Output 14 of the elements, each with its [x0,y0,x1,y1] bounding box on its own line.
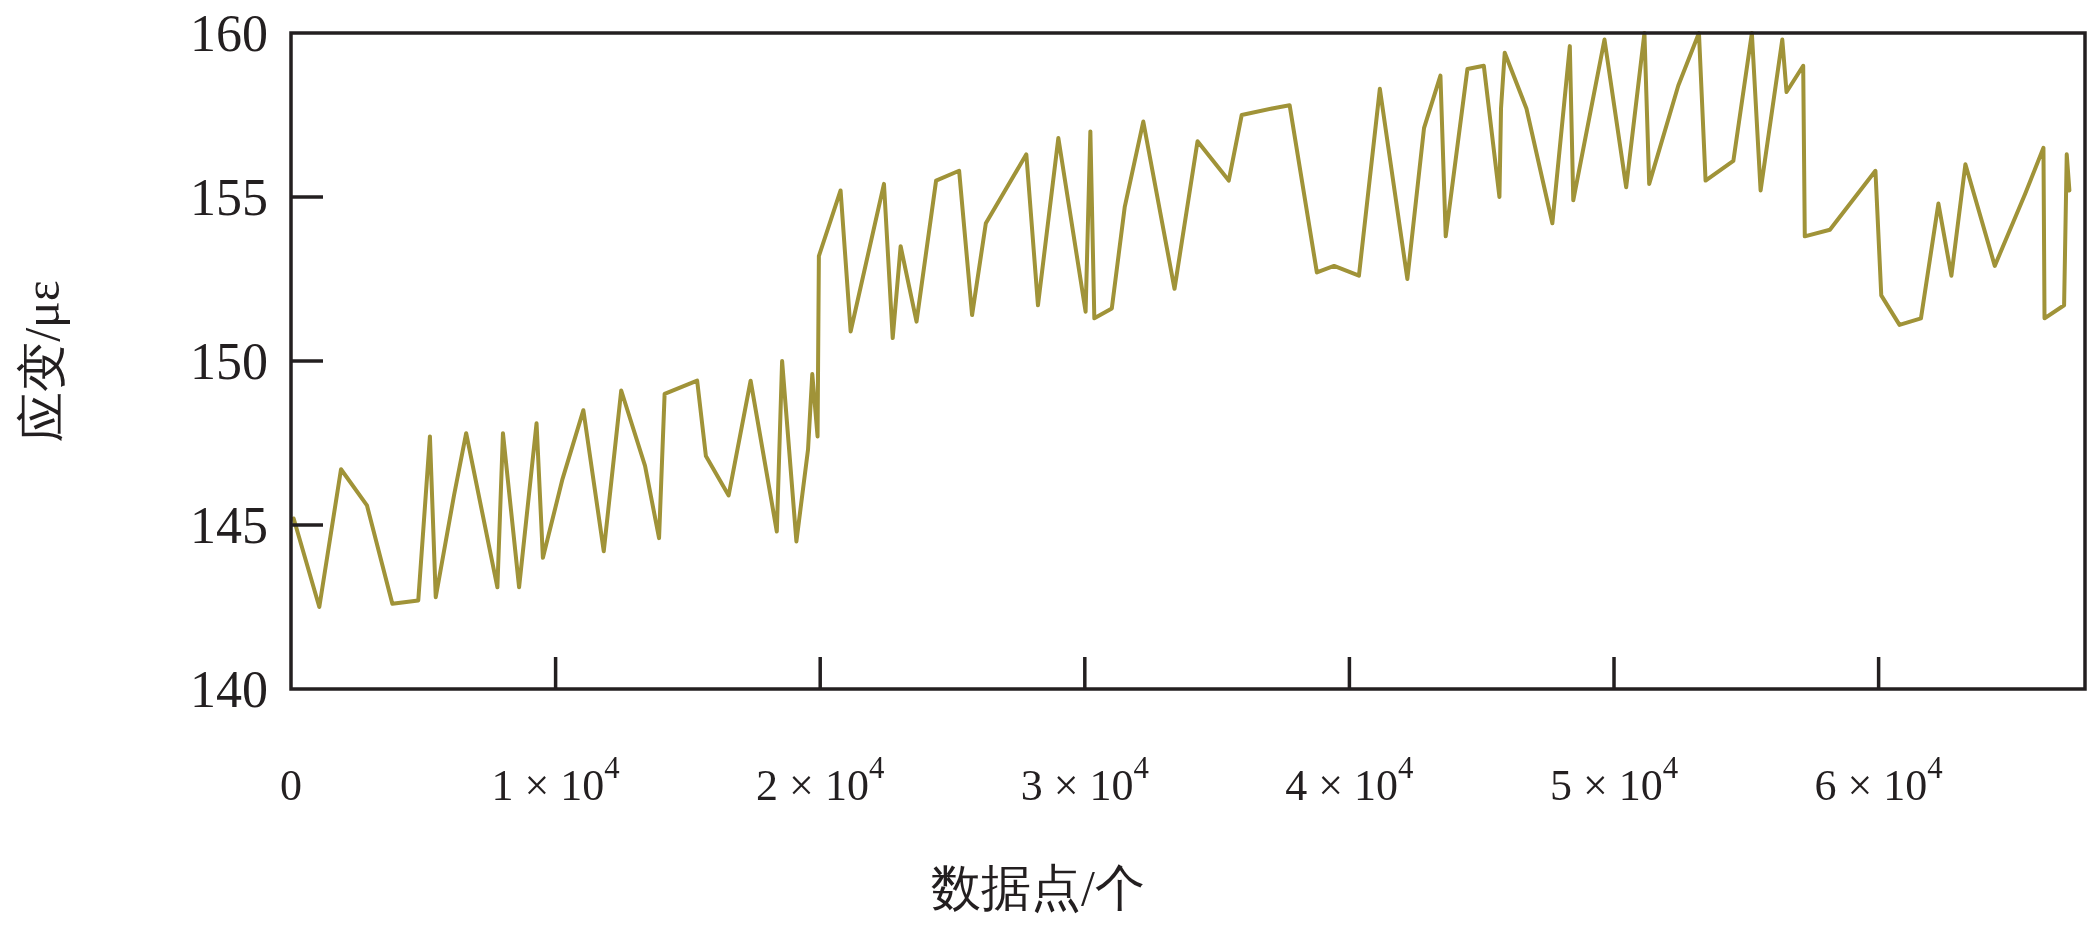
y-tick-label: 160 [190,4,268,62]
x-tick-label: 4 × 10$^{4}$ [1285,751,1414,810]
x-tick-label: 5 × 10$^{4}$ [1549,751,1679,810]
x-tick-label: 3 × 10$^{4}$ [1020,751,1149,810]
x-tick-label: 6 × 10$^{4}$ [1814,751,1943,810]
x-tick-label: 0 [280,760,302,810]
y-tick-label: 150 [190,332,268,390]
y-tick-label: 140 [190,660,268,718]
x-tick-label: 2 × 10$^{4}$ [756,751,885,810]
x-tick-label: 1 × 10$^{4}$ [491,751,620,810]
y-axis-title: 应变/με [14,280,70,442]
x-axis-title: 数据点/个 [931,860,1145,916]
y-tick-label: 145 [190,496,268,554]
y-tick-label: 155 [190,168,268,226]
